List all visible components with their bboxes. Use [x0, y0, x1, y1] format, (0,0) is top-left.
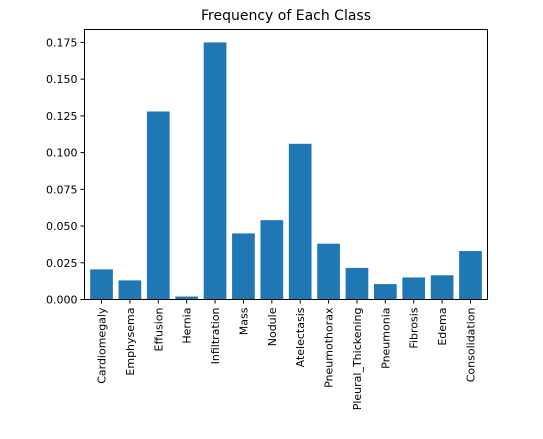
y-tick-label: 0.175: [46, 36, 78, 49]
bar-pneumothorax: [317, 243, 340, 300]
x-axis: Cardiomegaly Emphysema Effusion Hernia Infil…: [96, 299, 477, 411]
y-tick-label: 0.100: [46, 147, 78, 160]
bar-edema: [430, 275, 454, 300]
x-tick-label: Consolidation: [464, 307, 477, 382]
x-tick-label: Pneumonia: [379, 308, 392, 369]
x-tick-label: Fibrosis: [408, 307, 421, 348]
bars-group: [90, 42, 482, 300]
plot-frame: [84, 29, 488, 300]
bar-effusion: [146, 111, 170, 300]
y-tick-label: 0.075: [46, 183, 78, 196]
x-tick-label: Emphysema: [124, 308, 137, 376]
x-tick-label: Effusion: [152, 307, 165, 351]
x-tick-label: Cardiomegaly: [96, 307, 109, 384]
y-tick-label: 0.000: [46, 294, 78, 307]
bar-pneumonia: [373, 284, 397, 300]
y-tick-label: 0.050: [46, 220, 78, 233]
bar-hernia: [175, 296, 199, 300]
x-tick-label: Atelectasis: [294, 307, 307, 367]
bar-atelectasis: [288, 143, 312, 300]
x-tick-label: Hernia: [181, 308, 194, 344]
bar-infiltration: [203, 42, 227, 300]
x-tick-label: Edema: [436, 308, 449, 346]
x-tick-label: Infiltration: [209, 307, 222, 364]
y-tick-label: 0.125: [46, 110, 78, 123]
x-tick-label: Pneumothorax: [323, 307, 336, 388]
x-tick-label: Mass: [237, 307, 250, 335]
bar-emphysema: [118, 280, 142, 300]
bar-mass: [232, 233, 255, 300]
x-tick-label: Nodule: [266, 307, 279, 346]
x-tick-label: Pleural_Thickening: [351, 308, 364, 411]
y-axis: 0.000 0.025 0.050 0.075 0.100 0.125 0.150 0.175: [46, 36, 85, 307]
bar-consolidation: [459, 251, 482, 300]
chart-title: Frequency of Each Class: [201, 8, 371, 24]
bar-fibrosis: [402, 277, 426, 300]
bar-nodule: [260, 220, 284, 300]
y-tick-label: 0.150: [46, 73, 78, 86]
y-tick-label: 0.025: [46, 257, 78, 270]
bar-pleural-thickening: [345, 267, 369, 300]
bar-cardiomegaly: [90, 269, 113, 300]
